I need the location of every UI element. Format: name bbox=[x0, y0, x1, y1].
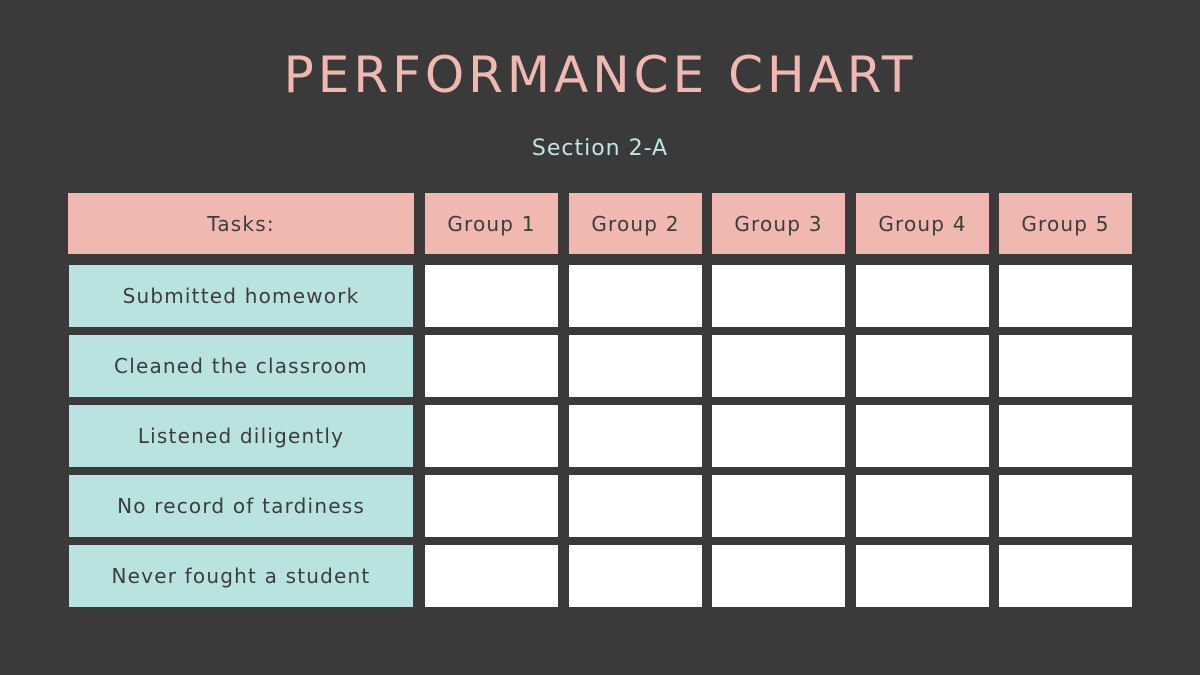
page-subtitle: Section 2-A bbox=[531, 136, 669, 161]
table-cell-r3-g5[interactable] bbox=[999, 405, 1132, 467]
table-cell-r5-g5[interactable] bbox=[999, 545, 1132, 607]
group-header-4: Group 4 bbox=[856, 193, 989, 254]
table-cell-r4-g5[interactable] bbox=[999, 475, 1132, 537]
table-cell-r2-g2[interactable] bbox=[569, 335, 702, 397]
table-cell-r3-g3[interactable] bbox=[712, 405, 845, 467]
table-cell-r4-g2[interactable] bbox=[569, 475, 702, 537]
table-cell-r1-g4[interactable] bbox=[856, 265, 989, 327]
group-header-5: Group 5 bbox=[999, 193, 1132, 254]
tasks-header: Tasks: bbox=[68, 193, 414, 254]
table-cell-r3-g1[interactable] bbox=[425, 405, 558, 467]
table-cell-r5-g4[interactable] bbox=[856, 545, 989, 607]
table-cell-r5-g3[interactable] bbox=[712, 545, 845, 607]
task-label: Listened diligently bbox=[69, 405, 413, 467]
table-cell-r3-g2[interactable] bbox=[569, 405, 702, 467]
task-label: Submitted homework bbox=[69, 265, 413, 327]
table-cell-r1-g2[interactable] bbox=[569, 265, 702, 327]
table-cell-r1-g3[interactable] bbox=[712, 265, 845, 327]
task-label: Never fought a student bbox=[69, 545, 413, 607]
table-cell-r5-g2[interactable] bbox=[569, 545, 702, 607]
group-header-1: Group 1 bbox=[425, 193, 558, 254]
table-cell-r5-g1[interactable] bbox=[425, 545, 558, 607]
table-cell-r2-g4[interactable] bbox=[856, 335, 989, 397]
table-cell-r4-g1[interactable] bbox=[425, 475, 558, 537]
page-title: PERFORMANCE CHART bbox=[283, 46, 917, 104]
table-cell-r2-g1[interactable] bbox=[425, 335, 558, 397]
table-cell-r2-g5[interactable] bbox=[999, 335, 1132, 397]
table-cell-r4-g4[interactable] bbox=[856, 475, 989, 537]
task-label: No record of tardiness bbox=[69, 475, 413, 537]
table-cell-r2-g3[interactable] bbox=[712, 335, 845, 397]
group-header-3: Group 3 bbox=[712, 193, 845, 254]
table-cell-r4-g3[interactable] bbox=[712, 475, 845, 537]
task-label: Cleaned the classroom bbox=[69, 335, 413, 397]
table-cell-r3-g4[interactable] bbox=[856, 405, 989, 467]
group-header-2: Group 2 bbox=[569, 193, 702, 254]
table-cell-r1-g1[interactable] bbox=[425, 265, 558, 327]
table-cell-r1-g5[interactable] bbox=[999, 265, 1132, 327]
